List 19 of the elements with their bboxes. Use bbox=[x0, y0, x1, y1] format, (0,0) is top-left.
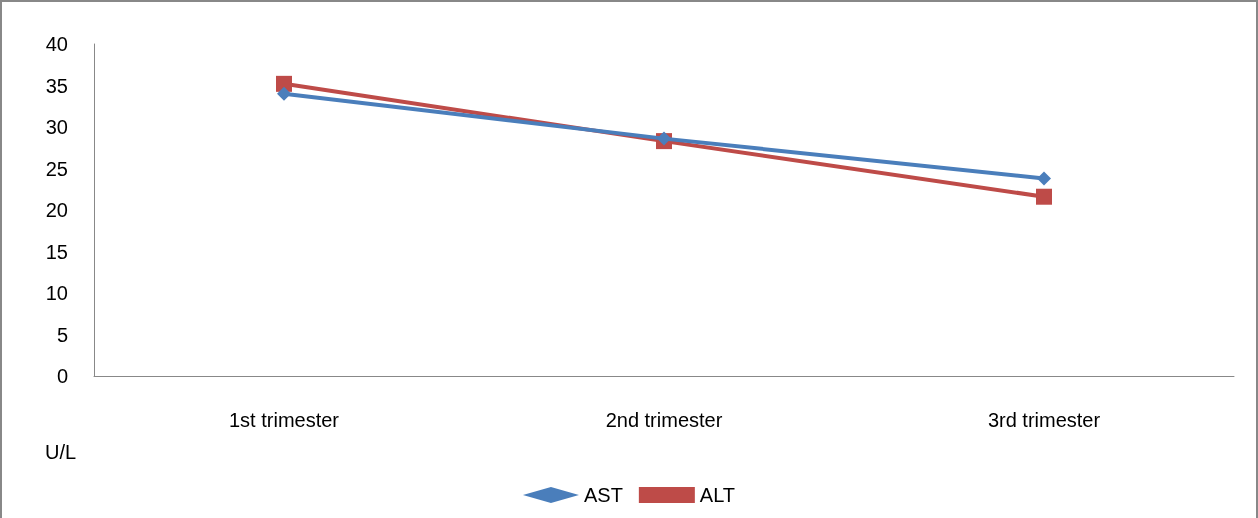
y-tick-label: 0 bbox=[56, 365, 68, 387]
y-tick-label: 20 bbox=[45, 199, 68, 221]
x-tick-label: 3rd trimester bbox=[987, 409, 1101, 431]
y-tick-label: 10 bbox=[45, 282, 68, 304]
y-tick-label: 25 bbox=[45, 157, 68, 180]
point bbox=[277, 86, 291, 101]
x-tick-label: 1st trimester bbox=[228, 409, 340, 431]
point bbox=[1037, 171, 1051, 186]
x-tick-label: 2nd trimester bbox=[605, 409, 723, 431]
y-tick-label: 30 bbox=[45, 116, 68, 138]
point bbox=[657, 131, 671, 146]
y-tick-label: 5 bbox=[56, 323, 68, 346]
y-tick-label: 35 bbox=[45, 74, 68, 97]
y-tick-label: 15 bbox=[45, 240, 68, 263]
legend-label: ALT bbox=[699, 484, 736, 506]
y-tick-label: 40 bbox=[45, 33, 68, 55]
y-axis-title: U/L bbox=[45, 441, 77, 463]
legend-label: AST bbox=[583, 484, 623, 506]
point bbox=[1036, 188, 1052, 205]
